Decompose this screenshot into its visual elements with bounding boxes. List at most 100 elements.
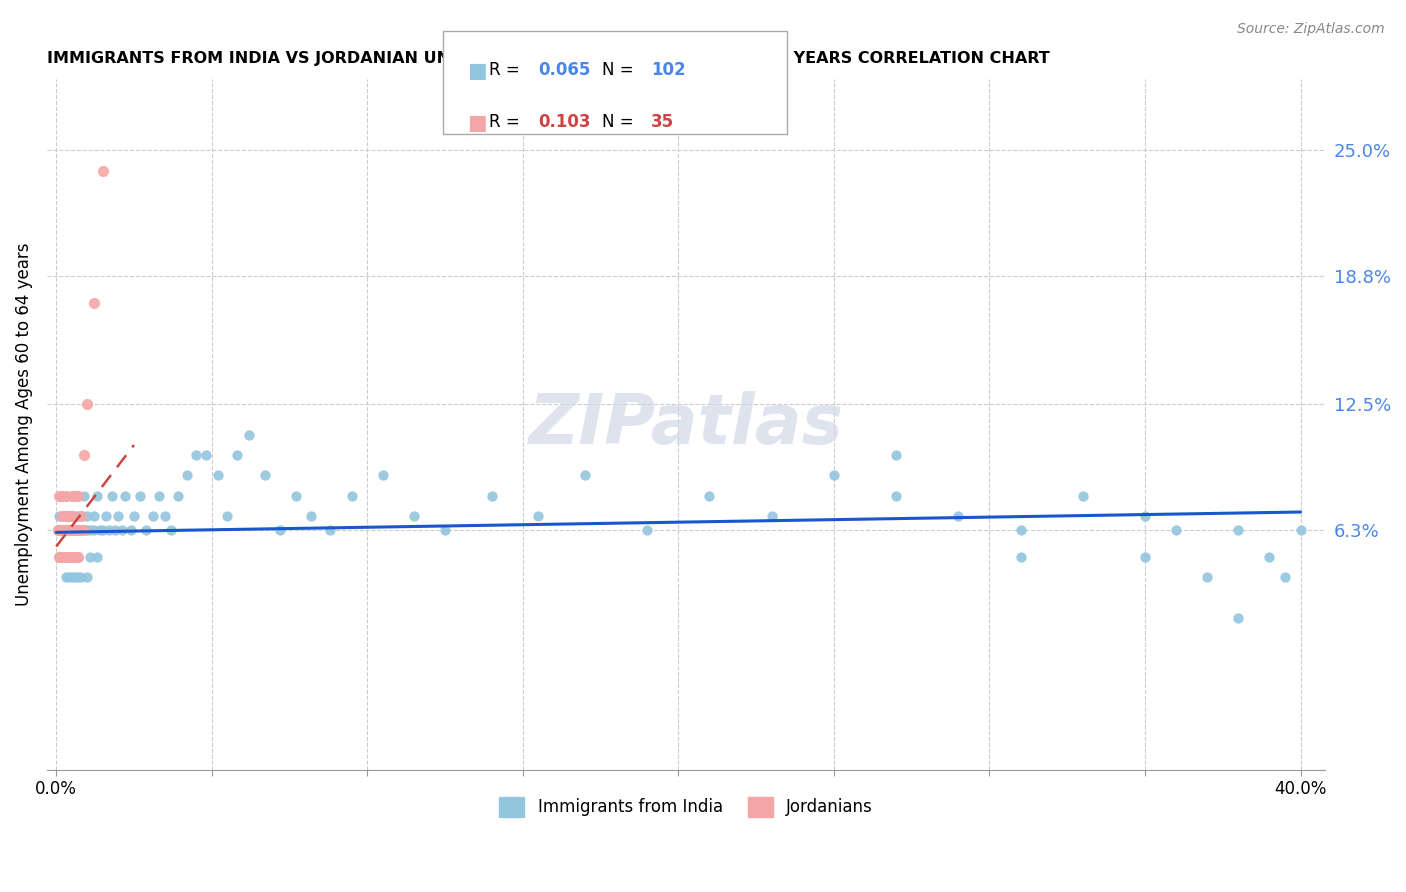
Point — [73, 448, 96, 462]
Point — [299, 509, 322, 524]
Point — [104, 524, 127, 538]
Point — [63, 489, 86, 503]
Point — [58, 509, 80, 524]
Point — [371, 468, 394, 483]
Point — [70, 509, 93, 524]
Point — [527, 509, 550, 524]
Point — [166, 489, 188, 503]
Point — [60, 549, 83, 564]
Point — [76, 509, 98, 524]
Point — [66, 570, 89, 584]
Point — [66, 489, 89, 503]
Point — [110, 524, 132, 538]
Point — [63, 549, 86, 564]
Point — [66, 509, 89, 524]
Point — [1164, 524, 1187, 538]
Point — [60, 489, 83, 503]
Point — [129, 489, 152, 503]
Point — [1133, 509, 1156, 524]
Point — [884, 489, 907, 503]
Point — [153, 509, 176, 524]
Text: ■: ■ — [467, 113, 486, 133]
Point — [142, 509, 165, 524]
Point — [51, 549, 73, 564]
Point — [63, 524, 86, 538]
Point — [1071, 489, 1094, 503]
Point — [1289, 524, 1312, 538]
Point — [73, 489, 96, 503]
Point — [284, 489, 307, 503]
Point — [1133, 549, 1156, 564]
Point — [83, 509, 105, 524]
Point — [60, 524, 83, 538]
Point — [91, 524, 114, 538]
Point — [60, 524, 83, 538]
Point — [434, 524, 457, 538]
Point — [58, 524, 80, 538]
Point — [76, 524, 98, 538]
Text: R =: R = — [489, 113, 526, 131]
Point — [76, 570, 98, 584]
Point — [60, 524, 83, 538]
Point — [217, 509, 239, 524]
Point — [574, 468, 596, 483]
Text: ZIPatlas: ZIPatlas — [529, 392, 844, 458]
Point — [70, 524, 93, 538]
Point — [66, 549, 89, 564]
Point — [98, 524, 121, 538]
Point — [48, 509, 70, 524]
Text: N =: N = — [602, 61, 638, 78]
Point — [238, 427, 260, 442]
Point — [46, 524, 69, 538]
Point — [948, 509, 970, 524]
Point — [636, 524, 658, 538]
Point — [73, 524, 96, 538]
Point — [148, 489, 170, 503]
Point — [51, 489, 73, 503]
Point — [1227, 524, 1250, 538]
Point — [120, 524, 142, 538]
Point — [79, 524, 101, 538]
Point — [823, 468, 845, 483]
Point — [58, 549, 80, 564]
Point — [122, 509, 145, 524]
Point — [194, 448, 217, 462]
Point — [58, 509, 80, 524]
Point — [55, 549, 77, 564]
Point — [79, 549, 101, 564]
Point — [63, 524, 86, 538]
Point — [70, 524, 93, 538]
Point — [1227, 610, 1250, 624]
Point — [66, 549, 89, 564]
Point — [253, 468, 276, 483]
Point — [884, 448, 907, 462]
Point — [83, 295, 105, 310]
Point — [55, 524, 77, 538]
Point — [761, 509, 783, 524]
Text: 102: 102 — [651, 61, 686, 78]
Point — [60, 509, 83, 524]
Point — [55, 489, 77, 503]
Point — [55, 524, 77, 538]
Text: 35: 35 — [651, 113, 673, 131]
Point — [58, 524, 80, 538]
Point — [1197, 570, 1219, 584]
Point — [176, 468, 198, 483]
Point — [340, 489, 363, 503]
Point — [55, 524, 77, 538]
Point — [63, 570, 86, 584]
Text: 0.103: 0.103 — [538, 113, 591, 131]
Point — [63, 549, 86, 564]
Point — [481, 489, 503, 503]
Point — [48, 489, 70, 503]
Point — [48, 549, 70, 564]
Point — [89, 524, 111, 538]
Point — [51, 524, 73, 538]
Y-axis label: Unemployment Among Ages 60 to 64 years: Unemployment Among Ages 60 to 64 years — [15, 243, 32, 607]
Point — [51, 489, 73, 503]
Point — [58, 524, 80, 538]
Point — [63, 509, 86, 524]
Point — [402, 509, 425, 524]
Point — [60, 570, 83, 584]
Point — [58, 524, 80, 538]
